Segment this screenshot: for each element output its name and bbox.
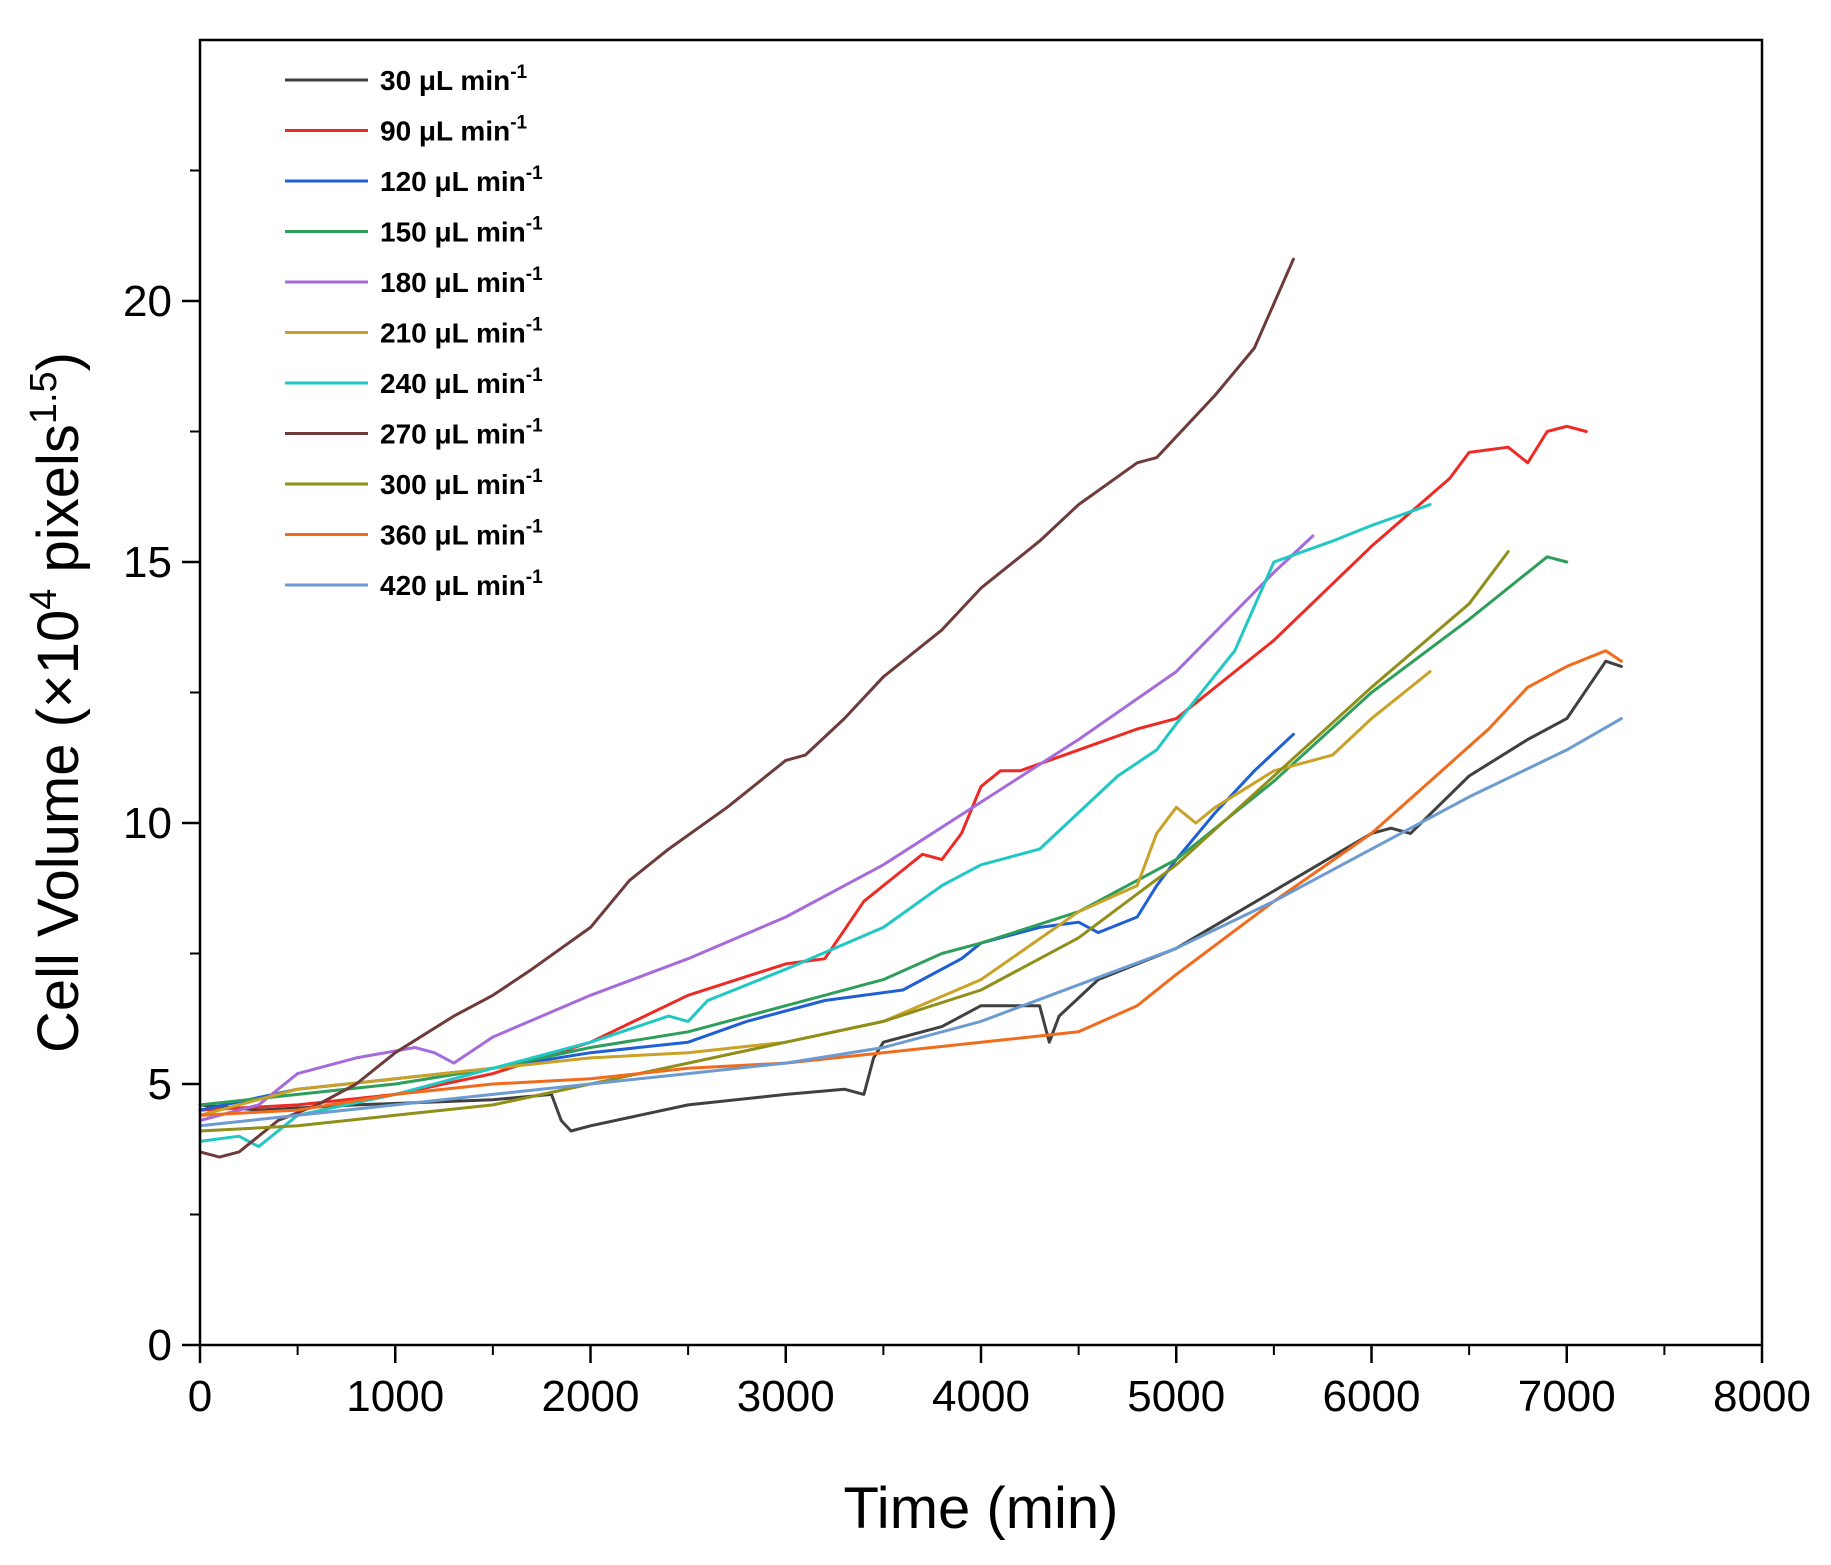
y-tick-label: 10	[123, 799, 172, 848]
y-axis-title-exp2: 1.5	[23, 371, 65, 424]
legend-label-exponent: -1	[526, 315, 543, 336]
x-tick-label: 8000	[1713, 1372, 1811, 1421]
legend-label-text: 210 μL min	[380, 318, 526, 349]
y-axis: 0 5 10 15 20	[123, 169, 200, 1370]
y-tick-label: 0	[148, 1321, 172, 1370]
legend-label-text: 30 μL min	[380, 65, 510, 96]
legend-label-text: 240 μL min	[380, 368, 526, 399]
series-line-360	[198, 649, 1623, 1117]
series-layer	[198, 257, 1623, 1159]
legend-label-exponent: -1	[526, 416, 543, 437]
legend-label-exponent: -1	[526, 517, 543, 538]
x-tick-label: 2000	[542, 1372, 640, 1421]
legend-label-text: 360 μL min	[380, 520, 526, 551]
y-tick-label: 20	[123, 277, 172, 326]
x-tick-label: 6000	[1323, 1372, 1421, 1421]
y-axis-title: Cell Volume (×104 pixels1.5)	[23, 352, 91, 1053]
legend-label-text: 180 μL min	[380, 267, 526, 298]
legend-label-360: 360 μL min-1	[380, 517, 543, 551]
legend-label-text: 150 μL min	[380, 217, 526, 248]
series-line-150	[198, 555, 1569, 1107]
series-line-300	[198, 550, 1510, 1133]
legend-label-270: 270 μL min-1	[380, 416, 543, 450]
series-line-270	[198, 257, 1295, 1159]
legend-label-210: 210 μL min-1	[380, 315, 543, 349]
legend-label-text: 120 μL min	[380, 166, 526, 197]
legend-label-240: 240 μL min-1	[380, 365, 543, 399]
legend-label-text: 300 μL min	[380, 469, 526, 500]
legend-label-exponent: -1	[510, 62, 527, 83]
y-axis-title-suffix: )	[26, 352, 91, 371]
x-tick-label: 1000	[346, 1372, 444, 1421]
x-tick-label: 3000	[737, 1372, 835, 1421]
legend-label-120: 120 μL min-1	[380, 163, 543, 197]
series-line-420	[198, 717, 1623, 1128]
legend-label-exponent: -1	[526, 365, 543, 386]
y-tick-label: 15	[123, 538, 172, 587]
legend-label-420: 420 μL min-1	[380, 567, 543, 601]
legend-label-exponent: -1	[526, 567, 543, 588]
y-axis-title-exp1: 4	[23, 589, 65, 610]
series-line-30	[198, 659, 1623, 1133]
series-line-180	[198, 534, 1315, 1122]
legend-label-text: 420 μL min	[380, 570, 526, 601]
x-tick-label: 0	[188, 1372, 212, 1421]
legend-label-300: 300 μL min-1	[380, 466, 543, 500]
legend-label-exponent: -1	[526, 264, 543, 285]
legend-label-30: 30 μL min-1	[380, 62, 528, 96]
x-tick-label: 5000	[1127, 1372, 1225, 1421]
legend-label-text: 270 μL min	[380, 419, 526, 450]
x-axis: 0 1000 2000 3000 4000 5000 6000 7000 8000	[188, 1345, 1811, 1421]
legend-label-exponent: -1	[526, 214, 543, 235]
legend-label-exponent: -1	[526, 163, 543, 184]
legend-label-exponent: -1	[510, 113, 527, 134]
x-tick-label: 4000	[932, 1372, 1030, 1421]
x-tick-label: 7000	[1518, 1372, 1616, 1421]
legend-label-exponent: -1	[526, 466, 543, 487]
legend-label-180: 180 μL min-1	[380, 264, 543, 298]
y-axis-title-mid: pixels	[26, 424, 91, 588]
series-line-90	[198, 424, 1588, 1112]
legend-label-150: 150 μL min-1	[380, 214, 543, 248]
legend-label-90: 90 μL min-1	[380, 113, 528, 147]
x-axis-title: Time (min)	[844, 1476, 1119, 1541]
legend-label-text: 90 μL min	[380, 116, 510, 147]
series-line-210	[198, 670, 1432, 1117]
y-axis-title-prefix: Cell Volume (×10	[26, 610, 91, 1053]
y-tick-label: 5	[148, 1060, 172, 1109]
